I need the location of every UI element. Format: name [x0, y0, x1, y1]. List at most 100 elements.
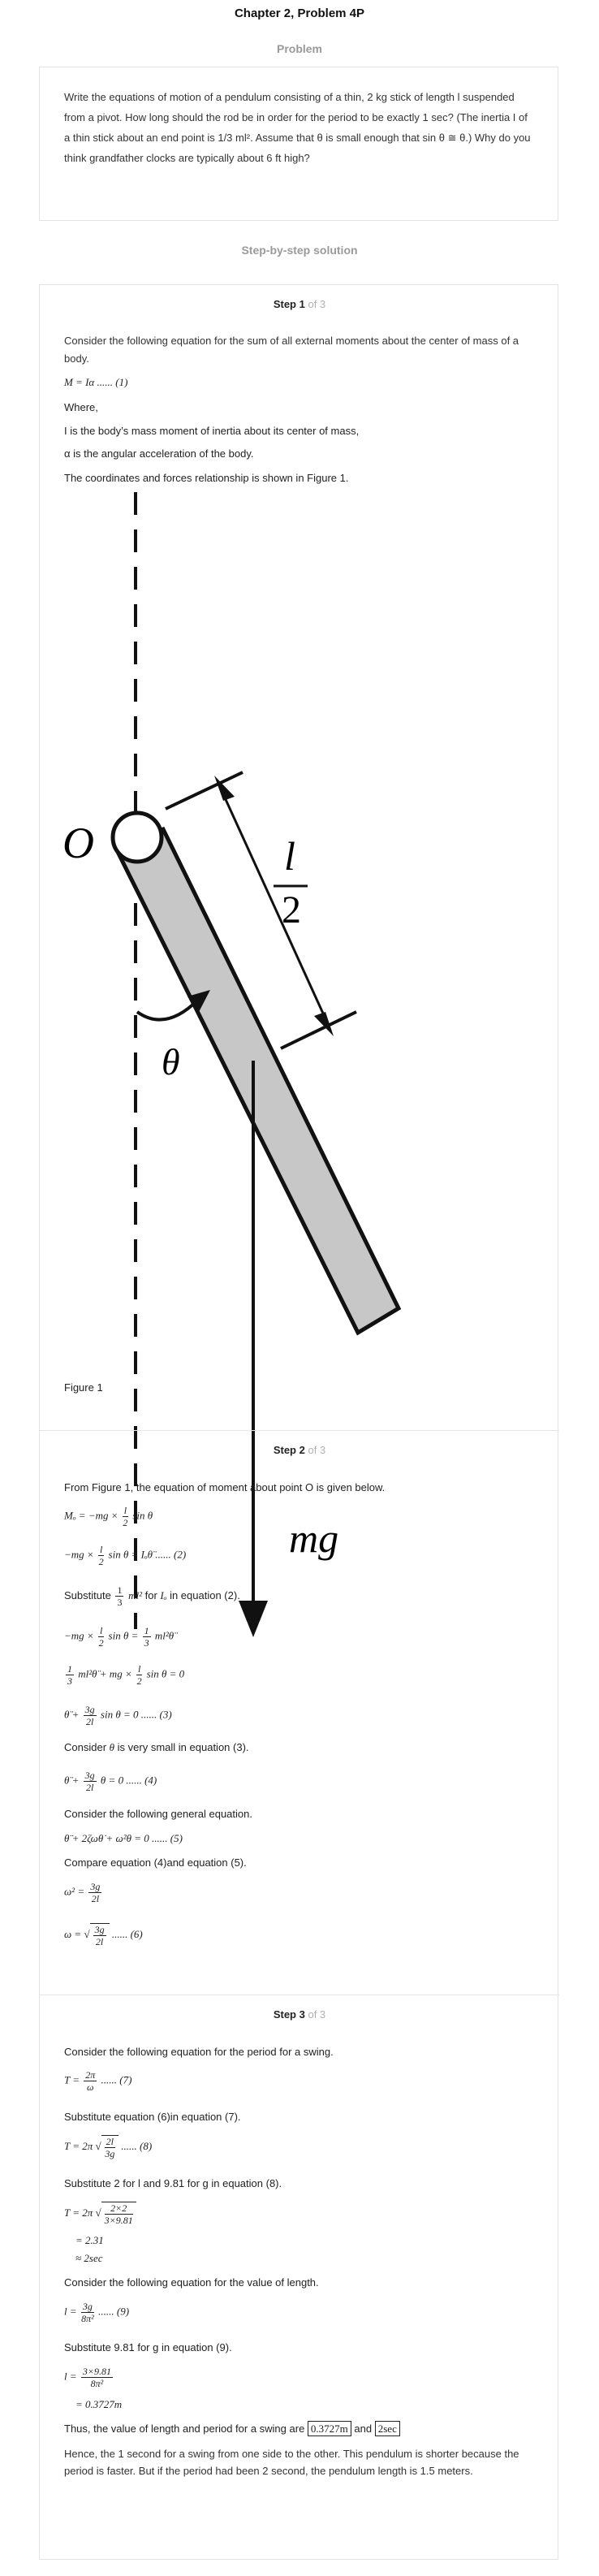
dim-arrow-top — [214, 776, 235, 801]
dimension-line — [218, 786, 330, 1025]
fraction: 3×9.81 8π² — [80, 2366, 113, 2389]
length-numerator: l — [284, 833, 295, 879]
sqrt-sign: √ — [95, 2206, 101, 2219]
fraction: 2×2 3×9.81 — [104, 2202, 133, 2226]
step1-def-i: I is the body’s mass moment of inertia a… — [64, 425, 360, 437]
figure-caption: Figure 1 — [64, 1381, 103, 1394]
eq-part: sin θ — [132, 1509, 153, 1522]
answer-length: 0.3727m — [307, 2421, 351, 2436]
num: 3g — [83, 1770, 97, 1782]
step-of: of 3 — [308, 298, 326, 310]
text: ml² — [128, 1588, 142, 1601]
dim-tick-bottom — [280, 1010, 357, 1050]
num: 3g — [83, 1704, 97, 1716]
step3-answer-line: Thus, the value of length and period for… — [64, 2421, 400, 2436]
text: is very small in equation (3). — [117, 1741, 249, 1753]
step3-text-2: Substitute equation (6)in equation (7). — [64, 2111, 241, 2123]
step3-text-5: Substitute 9.81 for g in equation (9). — [64, 2341, 232, 2353]
eq-part: −mg × — [64, 1629, 94, 1642]
num: l — [97, 1625, 105, 1637]
num: 3×9.81 — [80, 2366, 113, 2378]
den: 2 — [123, 1517, 128, 1528]
step1-text-1: Consider the following equation for the … — [64, 335, 519, 365]
step-of: of 3 — [308, 2008, 326, 2021]
eq-part: ...... (9) — [98, 2305, 130, 2318]
den: ω — [87, 2081, 94, 2093]
pendulum-figure: O l 2 θ mg — [62, 492, 402, 1637]
text: Consider — [64, 1741, 107, 1753]
eq-part: T = 2π — [64, 2206, 93, 2219]
den: 2l — [91, 1893, 100, 1904]
sqrt-body: 2l 3g — [101, 2135, 119, 2159]
eq-part: θ̈ + — [64, 1708, 80, 1721]
eq-part: ω² = — [64, 1885, 85, 1898]
den: 2l — [95, 1936, 104, 1947]
text: for — [144, 1588, 157, 1601]
eq-part: −mg × — [64, 1548, 94, 1561]
text: in equation (2). — [170, 1588, 240, 1601]
eq-part: T = 2π — [64, 2139, 93, 2152]
step1-eq-1: M = Iα ...... (1) — [64, 376, 128, 388]
pivot-circle — [110, 810, 164, 864]
eq-part: sin θ = 0 ...... (3) — [100, 1708, 172, 1721]
step2-consider: Consider θ is very small in equation (3)… — [64, 1741, 249, 1754]
num: 1 — [66, 1663, 74, 1675]
eq-part: sin θ = — [108, 1629, 139, 1642]
step2-eq-5: θ̈ + 3g 2l sin θ = 0 ...... (3) — [64, 1704, 172, 1727]
text: Substitute — [64, 1588, 111, 1601]
step1-def-alpha: α is the angular acceleration of the bod… — [64, 447, 254, 460]
den: 3 — [67, 1675, 72, 1687]
den: 8π² — [81, 2313, 94, 2324]
den: 2 — [98, 1637, 104, 1649]
eq-part: ml²θ̈ — [154, 1629, 175, 1642]
den: 8π² — [90, 2378, 104, 2389]
fraction: 2l 3g — [104, 2136, 116, 2159]
eq-part: ...... (6) — [111, 1927, 143, 1940]
eq-part: ...... (7) — [101, 2073, 132, 2086]
sqrt-sign: √ — [95, 2139, 101, 2152]
num: 3g — [93, 1924, 106, 1936]
den: 2l — [86, 1782, 94, 1793]
den: 2l — [86, 1716, 94, 1727]
num: 3g — [80, 2301, 94, 2313]
num: 2l — [104, 2136, 116, 2148]
fraction: 3g 8π² — [80, 2301, 94, 2324]
eq-part: θ = 0 ...... (4) — [100, 1774, 157, 1787]
step3-text-1: Consider the following equation for the … — [64, 2046, 334, 2058]
angle-arc — [136, 998, 200, 1022]
dim-arrow-bottom — [314, 1012, 334, 1036]
fraction: 2π ω — [84, 2069, 97, 2093]
fraction: 3g 2l — [88, 1881, 102, 1904]
page-title: Chapter 2, Problem 4P — [234, 6, 365, 20]
den: 2 — [98, 1556, 104, 1567]
problem-box: Write the equations of motion of a pendu… — [39, 67, 558, 221]
step-label: Step 1 — [273, 298, 305, 310]
sqrt-body: 3g 2l — [89, 1923, 110, 1947]
step2-general: Consider the following general equation. — [64, 1808, 252, 1820]
num: 1 — [115, 1584, 124, 1597]
num: 1 — [142, 1625, 151, 1637]
step-label: Step 2 — [273, 1444, 305, 1456]
step2-text-1: From Figure 1, the equation of moment ab… — [64, 1481, 386, 1493]
step3-conclusion: Hence, the 1 second for a swing from one… — [64, 2448, 519, 2477]
eq-part: θ̈ + — [64, 1774, 80, 1787]
num: 2π — [84, 2069, 97, 2081]
step3-eq-t4: = 2.31 — [75, 2234, 104, 2246]
den: 2 — [136, 1675, 142, 1687]
step3-eq-t2: T = 2π √ 2l 3g ...... (8) — [64, 2135, 152, 2159]
weight-arrowhead — [239, 1601, 268, 1637]
eq-part: ...... (8) — [121, 2139, 153, 2152]
step3-eq-t1: T = 2π ω ...... (7) — [64, 2069, 131, 2093]
text: θ — [109, 1741, 115, 1753]
step1-figure-ref: The coordinates and forces relationship … — [64, 472, 349, 484]
step3-eq-l3: = 0.3727m — [75, 2398, 123, 2410]
